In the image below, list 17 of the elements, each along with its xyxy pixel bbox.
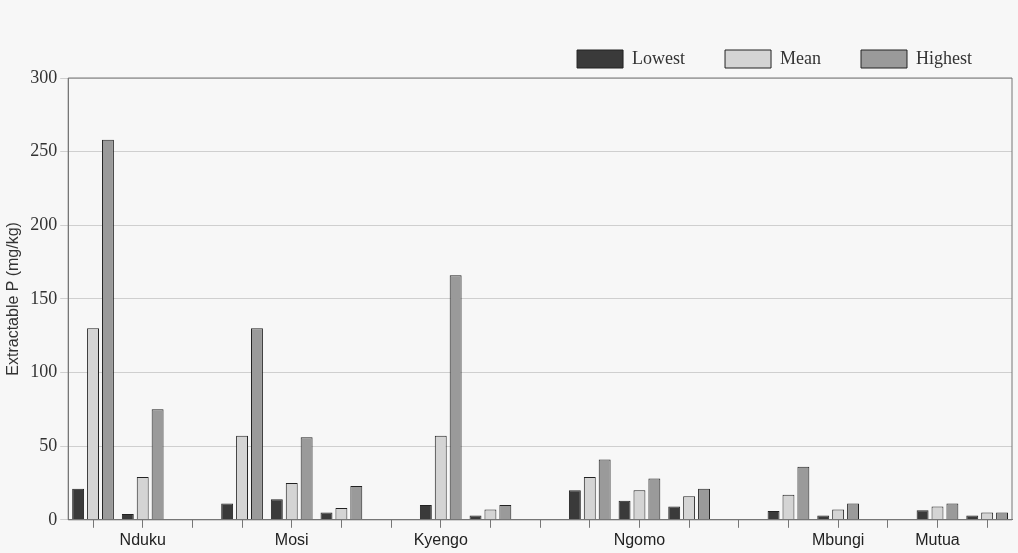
x-tick-label: Nduku xyxy=(119,530,166,548)
x-tick-label: Mosi xyxy=(274,530,309,548)
y-tick-label: 250 xyxy=(30,140,58,161)
legend-label: Mean xyxy=(780,47,822,68)
x-tick-label: Ngomo xyxy=(613,530,666,548)
legend-label: Highest xyxy=(916,47,972,68)
legend-label: Lowest xyxy=(632,47,686,68)
y-tick-label: 300 xyxy=(30,66,58,87)
x-tick-label: Mbungi xyxy=(811,530,865,548)
y-tick-label: 0 xyxy=(48,508,58,529)
y-tick-label: 200 xyxy=(30,214,58,234)
x-tick-label: Mutua xyxy=(915,530,960,548)
y-tick-label: 50 xyxy=(39,434,58,455)
y-tick-label: 150 xyxy=(30,287,58,308)
y-tick-label: 100 xyxy=(30,361,58,382)
x-tick-label: Kyengo xyxy=(413,530,468,548)
y-axis-title: Extractable P (mg/kg) xyxy=(4,222,22,376)
